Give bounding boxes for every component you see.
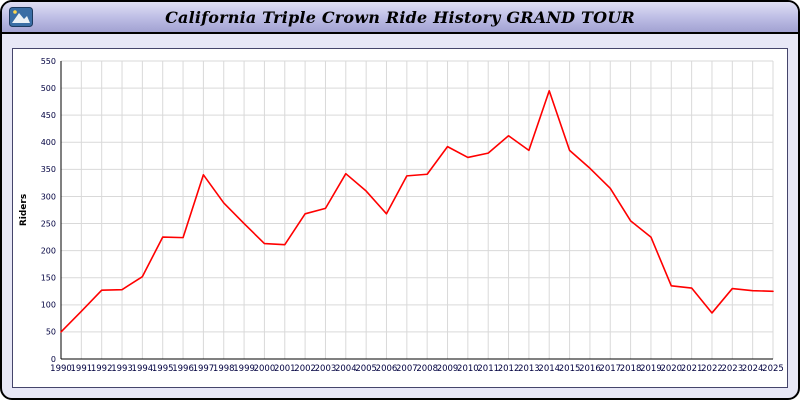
y-tick-label: 100: [41, 301, 56, 310]
x-tick-label: 2005: [355, 364, 377, 374]
x-tick-label: 2018: [620, 364, 642, 374]
x-tick-label: 1999: [233, 364, 255, 374]
x-tick-label: 2021: [681, 364, 703, 374]
y-tick-label: 200: [41, 246, 56, 255]
x-tick-label: 2007: [396, 364, 418, 374]
ride-history-chart: 0501001502002503003504004505005501990199…: [19, 57, 784, 374]
y-axis-title: Riders: [19, 194, 29, 226]
y-tick-label: 250: [41, 219, 56, 228]
x-tick-label: 2017: [599, 364, 621, 374]
x-tick-label: 2015: [559, 364, 581, 374]
x-tick-label: 2008: [416, 364, 438, 374]
x-tick-label: 2012: [498, 364, 520, 374]
x-tick-label: 1990: [50, 364, 72, 374]
x-tick-label: 1992: [91, 364, 113, 374]
app-logo-icon: [9, 7, 33, 27]
chart-panel: 0 50 100 150 200 250 300 350 400 450 500 550 1990 199…: [12, 48, 788, 388]
plot-area: [61, 61, 773, 359]
x-tick-label: 2020: [660, 364, 682, 374]
y-tick-label: 400: [41, 138, 56, 147]
x-tick-label: 2003: [315, 364, 337, 374]
x-tick-label: 1998: [213, 364, 235, 374]
x-tick-label: 2009: [437, 364, 459, 374]
x-tick-label: 1995: [152, 364, 174, 374]
page-title: California Triple Crown Ride History GRA…: [165, 7, 635, 27]
titlebar: California Triple Crown Ride History GRA…: [2, 2, 798, 34]
x-tick-label: 1997: [193, 364, 215, 374]
x-tick-label: 1993: [111, 364, 133, 374]
x-tick-label: 2006: [376, 364, 398, 374]
x-tick-label: 2010: [457, 364, 479, 374]
x-tick-label: 2022: [701, 364, 723, 374]
x-tick-label: 2013: [518, 364, 540, 374]
riders-line: [60, 89, 774, 333]
x-tick-label: 2023: [721, 364, 743, 374]
x-tick-label: 1991: [71, 364, 93, 374]
x-tick-label: 2011: [477, 364, 499, 374]
y-tick-label: 300: [41, 192, 56, 201]
x-tick-label: 1994: [132, 364, 154, 374]
x-tick-label: 2014: [538, 364, 560, 374]
y-tick-label: 350: [41, 165, 56, 174]
x-tick-label: 2016: [579, 364, 601, 374]
y-tick-label: 500: [41, 84, 56, 93]
y-tick-label: 450: [41, 111, 56, 120]
x-tick-label: 2002: [294, 364, 316, 374]
x-tick-label: 2025: [762, 364, 784, 374]
x-tick-label: 2024: [742, 364, 764, 374]
x-tick-label: 2019: [640, 364, 662, 374]
x-tick-label: 2004: [335, 364, 357, 374]
x-tick-label: 2000: [254, 364, 276, 374]
y-tick-label: 0: [51, 355, 56, 364]
x-tick-label: 2001: [274, 364, 296, 374]
y-tick-label: 50: [46, 328, 56, 337]
y-tick-label: 550: [41, 57, 56, 66]
x-tick-label: 1996: [172, 364, 194, 374]
y-tick-label: 150: [41, 274, 56, 283]
